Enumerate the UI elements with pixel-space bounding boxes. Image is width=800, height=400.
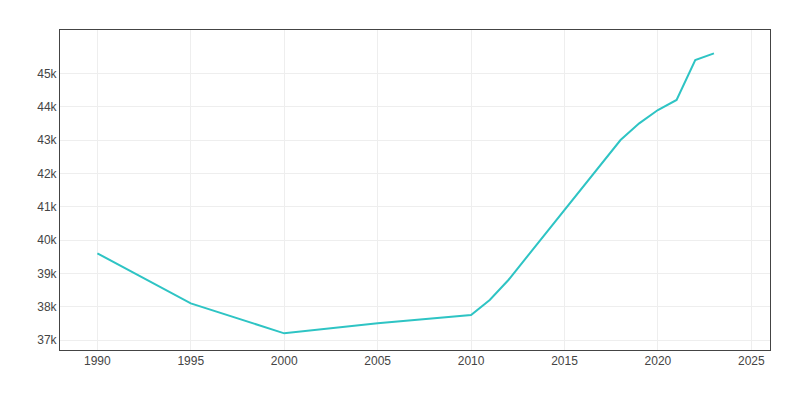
svg-text:37k: 37k — [37, 333, 57, 347]
svg-text:1990: 1990 — [84, 354, 111, 368]
svg-text:39k: 39k — [37, 267, 57, 281]
svg-text:43k: 43k — [37, 133, 57, 147]
svg-text:2015: 2015 — [551, 354, 578, 368]
svg-text:1995: 1995 — [177, 354, 204, 368]
svg-text:44k: 44k — [37, 100, 57, 114]
svg-text:2000: 2000 — [271, 354, 298, 368]
svg-text:2005: 2005 — [364, 354, 391, 368]
svg-text:2020: 2020 — [645, 354, 672, 368]
svg-text:41k: 41k — [37, 200, 57, 214]
svg-text:40k: 40k — [37, 233, 57, 247]
svg-text:2010: 2010 — [458, 354, 485, 368]
svg-text:45k: 45k — [37, 67, 57, 81]
svg-text:2025: 2025 — [738, 354, 765, 368]
svg-text:42k: 42k — [37, 167, 57, 181]
svg-text:38k: 38k — [37, 300, 57, 314]
